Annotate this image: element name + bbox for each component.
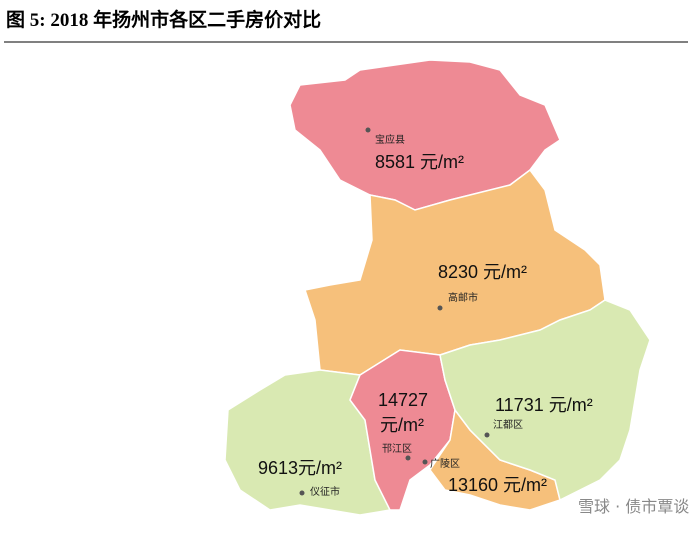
- price-label: 11731 元/m²: [495, 395, 593, 415]
- city-dot: [437, 305, 443, 311]
- price-label: 14727: [378, 390, 428, 410]
- price-label: 9613元/m²: [258, 458, 342, 478]
- price-label: 13160 元/m²: [448, 475, 547, 495]
- price-label: 8581 元/m²: [375, 152, 464, 172]
- district-name: 高邮市: [448, 291, 478, 304]
- price-label: 元/m²: [380, 415, 424, 435]
- watermark: 雪球 · 债市覃谈: [578, 497, 689, 516]
- city-dot: [299, 490, 305, 496]
- district-name: 江都区: [493, 419, 523, 431]
- city-dot: [365, 127, 371, 133]
- map: 宝应县 8581 元/m² 高邮市 8230 元/m² 仪征市 9613元/m² 邗江区 14…: [224, 59, 651, 516]
- title: 图 5: 2018 年扬州市各区二手房价对比: [6, 8, 321, 31]
- city-dot: [484, 432, 490, 438]
- price-label: 8230 元/m²: [438, 262, 527, 282]
- district-name: 邗江区: [382, 443, 412, 455]
- district-name: 宝应县: [375, 133, 405, 146]
- district-name: 仪征市: [310, 485, 340, 498]
- city-dot: [422, 459, 428, 465]
- region: [439, 299, 651, 502]
- district-name: 广陵区: [430, 458, 460, 470]
- city-dot: [405, 455, 411, 461]
